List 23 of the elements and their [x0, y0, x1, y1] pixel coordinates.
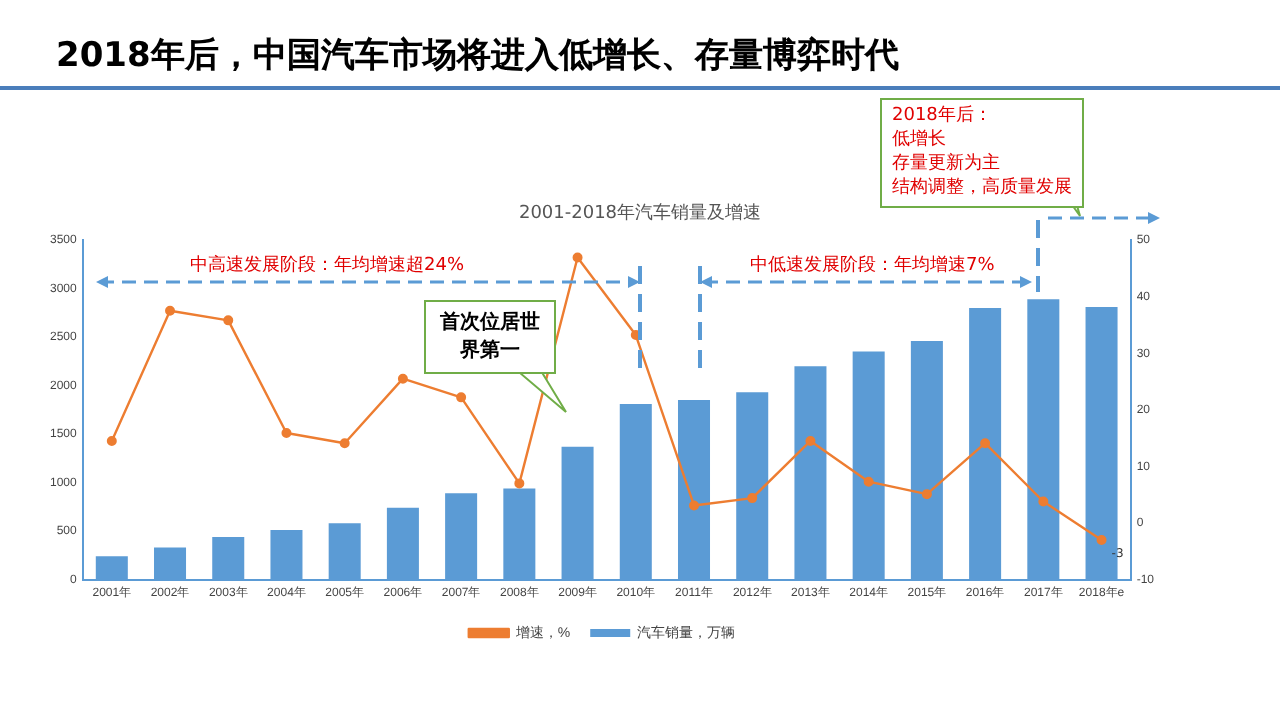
annotation: 中高速发展阶段：年均增速超24% [190, 254, 465, 279]
point [689, 500, 700, 511]
chart-title: 2018年后，中国汽车市场将进入低增长、存量博弈时代 [56, 34, 899, 78]
point [514, 478, 525, 489]
point [1038, 496, 1049, 507]
point [456, 392, 467, 403]
point [397, 373, 408, 384]
point [805, 435, 816, 446]
point [863, 476, 874, 487]
point [281, 428, 292, 439]
annotation: 首次位居世界第一 [424, 300, 556, 374]
point [339, 438, 350, 449]
callout-box: 2018年后： 低增长 存量更新为主 结构调整，高质量发展 [880, 98, 1084, 208]
point [747, 493, 758, 504]
point [106, 435, 117, 446]
point [165, 305, 176, 316]
annotation: 中低速发展阶段：年均增速7% [750, 254, 995, 279]
point [921, 489, 932, 500]
point [980, 438, 991, 449]
point [1096, 534, 1107, 545]
point [223, 315, 234, 326]
chart-subtitle: 2001-2018年汽车销量及增速 [516, 201, 764, 226]
point [572, 252, 583, 263]
